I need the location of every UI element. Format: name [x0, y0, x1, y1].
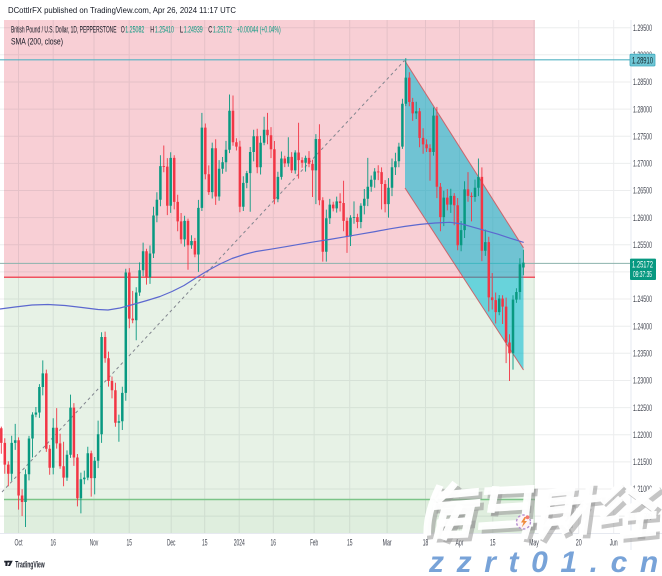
svg-text:1.23000: 1.23000 [633, 376, 652, 386]
svg-text:1.28000: 1.28000 [633, 104, 652, 114]
svg-text:1.23500: 1.23500 [633, 349, 652, 359]
svg-text:1.25500: 1.25500 [633, 240, 652, 250]
svg-text:Dec: Dec [167, 538, 176, 548]
svg-text:2024: 2024 [234, 538, 245, 548]
svg-text:1.21000: 1.21000 [633, 484, 652, 494]
svg-text:15: 15 [202, 538, 208, 548]
svg-text:Oct: Oct [15, 538, 23, 548]
svg-text:1.24939: 1.24939 [184, 25, 203, 35]
svg-text:H: H [150, 25, 154, 35]
svg-text:1.28910: 1.28910 [632, 55, 653, 65]
svg-text:TradingView: TradingView [15, 559, 45, 569]
svg-text:1.26500: 1.26500 [633, 186, 652, 196]
svg-text:1.22000: 1.22000 [633, 430, 652, 440]
svg-text:1.27000: 1.27000 [633, 159, 652, 169]
svg-text:1.27500: 1.27500 [633, 131, 652, 141]
svg-text:1.25172: 1.25172 [213, 25, 232, 35]
svg-text:15: 15 [347, 538, 353, 548]
svg-text:Apr: Apr [456, 538, 464, 548]
svg-text:1.24000: 1.24000 [633, 321, 652, 331]
svg-text:1.24500: 1.24500 [633, 294, 652, 304]
svg-text:May: May [529, 538, 539, 548]
svg-text:DCottlrFX published on Trading: DCottlrFX published on TradingView.com, … [8, 5, 236, 15]
svg-text:1.28500: 1.28500 [633, 77, 652, 87]
svg-text:Jun: Jun [610, 538, 618, 548]
svg-text:09:37:35: 09:37:35 [633, 270, 652, 279]
svg-text:20: 20 [576, 538, 582, 548]
svg-text:18: 18 [423, 538, 429, 548]
svg-text:15: 15 [126, 538, 132, 548]
svg-text:15: 15 [490, 538, 496, 548]
svg-text:1.25410: 1.25410 [155, 25, 174, 35]
svg-text:1.25082: 1.25082 [125, 25, 144, 35]
svg-text:Nov: Nov [90, 538, 99, 548]
svg-text:L: L [180, 25, 184, 35]
svg-text:1.25172: 1.25172 [632, 259, 653, 269]
svg-text:zzrt01.cn: zzrt01.cn [428, 546, 662, 576]
svg-text:16: 16 [271, 538, 277, 548]
svg-text:1.29500: 1.29500 [633, 23, 652, 33]
svg-text:C: C [208, 25, 212, 35]
svg-text:16: 16 [50, 538, 56, 548]
svg-text:Feb: Feb [310, 538, 318, 548]
svg-text:+0.00044 (+0.04%): +0.00044 (+0.04%) [237, 25, 281, 35]
svg-text:O: O [121, 25, 125, 35]
svg-text:SMA (200, close): SMA (200, close) [11, 37, 63, 47]
svg-text:1.21500: 1.21500 [633, 457, 652, 467]
svg-text:1.26000: 1.26000 [633, 213, 652, 223]
svg-text:British Pound / U.S. Dollar, 1: British Pound / U.S. Dollar, 1D, PEPPERS… [11, 25, 117, 35]
svg-text:Mar: Mar [383, 538, 392, 548]
svg-text:1.22500: 1.22500 [633, 403, 652, 413]
